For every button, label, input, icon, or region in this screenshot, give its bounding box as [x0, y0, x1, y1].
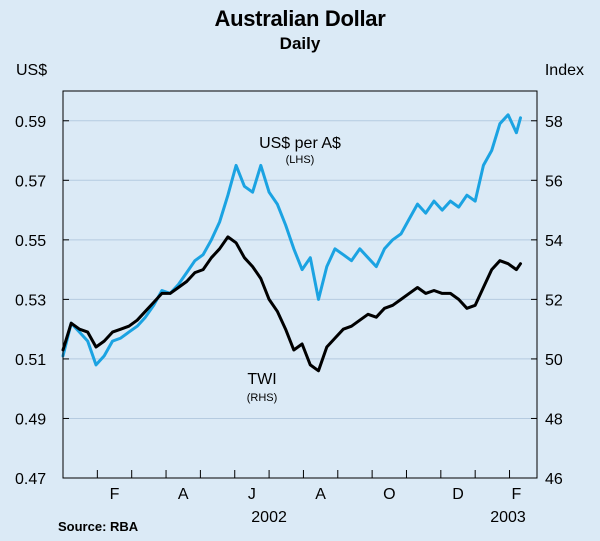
- series-line-twi: [61, 235, 522, 373]
- right-tick-label: 46: [545, 471, 563, 488]
- x-tick-label: J: [248, 486, 256, 503]
- left-tick-label: 0.51: [15, 352, 46, 369]
- x-tick-label: A: [315, 486, 326, 503]
- x-tick-label: D: [452, 486, 464, 503]
- x-year-label: 2002: [251, 509, 287, 526]
- plot-area: [63, 91, 537, 478]
- left-tick-label: 0.49: [15, 411, 46, 428]
- right-tick-label: 52: [545, 292, 563, 309]
- x-year-label: 2003: [490, 509, 526, 526]
- left-axis-label: US$: [16, 62, 48, 79]
- tick-labels: 0.59 0.57 0.55 0.53 0.51 0.49 0.47 58 56 54 52 50 48…: [15, 114, 563, 526]
- x-tick-label: F: [512, 486, 522, 503]
- x-tick-label: O: [383, 486, 395, 503]
- annotation-usd-per-aud: US$ per A$: [259, 135, 341, 152]
- right-tick-label: 56: [545, 173, 563, 190]
- x-tick-label: F: [110, 486, 120, 503]
- chart-title: Australian Dollar: [214, 6, 386, 31]
- left-tick-label: 0.47: [15, 471, 46, 488]
- series-line-usd-per-aud: [61, 113, 522, 367]
- right-tick-label: 58: [545, 114, 563, 131]
- annotation-twi: TWI: [247, 371, 276, 388]
- chart-subtitle: Daily: [279, 34, 321, 53]
- right-tick-label: 50: [545, 352, 563, 369]
- left-tick-label: 0.59: [15, 114, 46, 131]
- right-tick-label: 54: [545, 233, 563, 250]
- plot-frame: [62, 90, 538, 479]
- left-tick-label: 0.53: [15, 292, 46, 309]
- right-tick-label: 48: [545, 411, 563, 428]
- source-note: Source: RBA: [58, 519, 139, 534]
- annotation-twi-axis-note: (RHS): [247, 392, 278, 404]
- x-tick-label: A: [178, 486, 189, 503]
- left-tick-label: 0.55: [15, 233, 46, 250]
- annotation-usd-per-aud-axis-note: (LHS): [286, 154, 315, 166]
- axis-ticks: [63, 120, 537, 479]
- series-lines: [61, 113, 522, 373]
- left-tick-label: 0.57: [15, 173, 46, 190]
- right-axis-label: Index: [544, 62, 584, 79]
